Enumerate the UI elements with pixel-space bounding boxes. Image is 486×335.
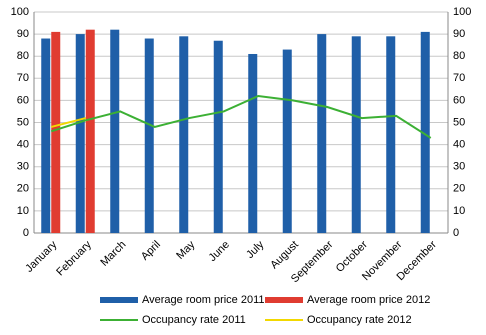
- bar: [351, 36, 361, 234]
- y-tick-label: 50: [17, 116, 29, 128]
- x-tick-label: April: [139, 239, 163, 263]
- bar: [282, 49, 292, 233]
- y-tick-label: 100: [11, 6, 29, 18]
- y2-tick-label: 50: [453, 116, 465, 128]
- bar: [144, 38, 154, 233]
- legend-label: Occupancy rate 2012: [307, 314, 412, 326]
- bar: [420, 31, 430, 233]
- legend-swatch: [265, 297, 303, 303]
- y-tick-label: 60: [17, 94, 29, 106]
- legend-label: Occupancy rate 2011: [142, 314, 246, 326]
- y2-tick-label: 100: [453, 6, 471, 18]
- x-tick-label: March: [98, 239, 128, 269]
- y-tick-label: 70: [17, 72, 29, 84]
- line: [51, 117, 86, 128]
- y2-tick-label: 60: [453, 94, 465, 106]
- bar: [179, 36, 189, 234]
- y2-tick-label: 30: [453, 161, 465, 173]
- y2-tick-label: 20: [453, 183, 465, 195]
- y-tick-label: 20: [17, 183, 29, 195]
- y-tick-label: 80: [17, 50, 29, 62]
- bar: [317, 34, 327, 233]
- y2-tick-label: 0: [453, 227, 459, 239]
- y-tick-label: 30: [17, 161, 29, 173]
- y-tick-label: 0: [23, 227, 29, 239]
- bar: [110, 29, 120, 234]
- y2-tick-label: 40: [453, 139, 465, 151]
- bar: [386, 36, 396, 234]
- bar: [75, 34, 85, 233]
- y2-tick-label: 80: [453, 50, 465, 62]
- x-tick-label: August: [268, 239, 301, 272]
- y2-tick-label: 10: [453, 205, 465, 217]
- legend-swatch: [100, 297, 138, 303]
- bar: [41, 38, 51, 233]
- y2-tick-label: 90: [453, 28, 465, 40]
- y-tick-label: 10: [17, 205, 29, 217]
- bar: [248, 53, 258, 233]
- line: [50, 94, 432, 139]
- bar: [51, 31, 61, 233]
- y-tick-label: 40: [17, 139, 29, 151]
- x-tick-label: May: [174, 238, 198, 262]
- x-tick-label: June: [207, 239, 232, 264]
- bar: [213, 40, 223, 234]
- legend-label: Average room price 2011: [142, 294, 265, 306]
- bar: [85, 29, 95, 234]
- x-tick-label: February: [54, 238, 94, 278]
- y-tick-label: 90: [17, 28, 29, 40]
- y2-tick-label: 70: [453, 72, 465, 84]
- legend-label: Average room price 2012: [307, 294, 430, 306]
- x-tick-label: July: [244, 238, 267, 261]
